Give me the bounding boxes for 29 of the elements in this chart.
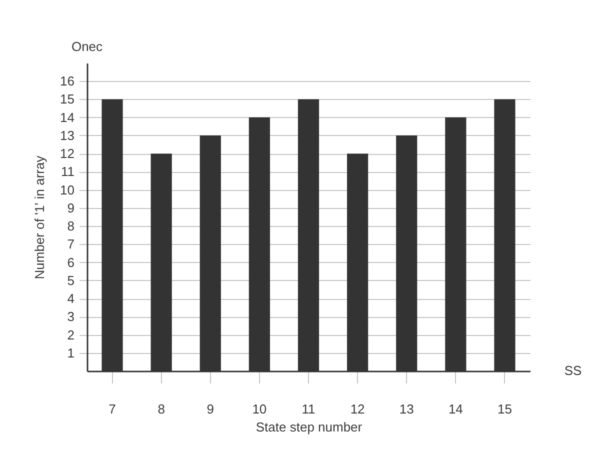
x-tick-label: 12 — [350, 402, 365, 416]
text: Onec — [71, 39, 104, 54]
x-tick-label: 7 — [108, 402, 116, 416]
y-tick-label: 11 — [61, 164, 74, 180]
y-tick-label: 4 — [67, 291, 74, 306]
y-tick-label: 6 — [67, 254, 74, 270]
y-tick-label: 7 — [67, 236, 74, 252]
x-axis-title: State step number — [256, 420, 363, 434]
text: SS — [564, 363, 582, 378]
y-tick-label: 8 — [67, 218, 74, 234]
y-tick-label: 2 — [67, 327, 74, 342]
x-tick-label: 8 — [158, 402, 165, 416]
y-tick-label: 14 — [60, 110, 74, 125]
y-tick-label: 12 — [60, 146, 74, 162]
x-tick-label: 14 — [448, 402, 463, 416]
x-tick-label: 9 — [206, 402, 214, 416]
x-tick-label: 10 — [252, 402, 267, 416]
x-tick-label: 13 — [399, 402, 414, 416]
y-tick-label: 10 — [60, 182, 74, 198]
x-tick-label: 15 — [498, 402, 512, 416]
y-tick-label: 15 — [60, 92, 74, 107]
y-tick-label: 5 — [67, 272, 74, 288]
x-tick-label: 11 — [302, 402, 316, 416]
y-axis-title: Number of '1' in array — [32, 155, 48, 280]
y-tick-label: 16 — [60, 74, 74, 89]
y-tick-label: 3 — [67, 309, 74, 324]
y-tick-label: 9 — [67, 200, 74, 216]
y-tick-label: 1 — [67, 345, 74, 360]
y-tick-label: 13 — [60, 128, 74, 143]
